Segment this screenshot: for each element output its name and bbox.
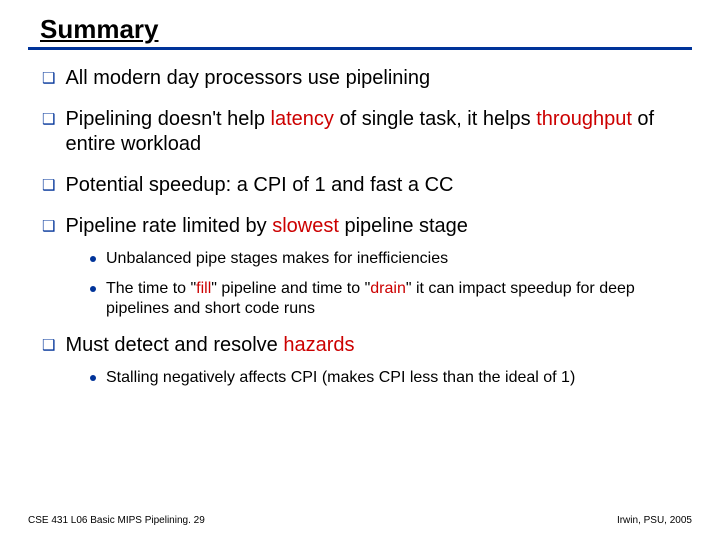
highlight-text: slowest bbox=[272, 215, 339, 237]
footer-left: CSE 431 L06 Basic MIPS Pipelining. 29 bbox=[28, 515, 205, 526]
bullet-item: ❑ Pipeline rate limited by slowest pipel… bbox=[42, 214, 692, 239]
sub-bullet-text: Unbalanced pipe stages makes for ineffic… bbox=[106, 249, 448, 269]
dot-bullet-icon bbox=[90, 286, 96, 292]
bullet-item: ❑ All modern day processors use pipelini… bbox=[42, 66, 692, 91]
sub-bullet-text: Stalling negatively affects CPI (makes C… bbox=[106, 368, 575, 388]
sub-bullet-item: Stalling negatively affects CPI (makes C… bbox=[90, 368, 692, 388]
highlight-text: drain bbox=[370, 280, 406, 297]
bullet-text: Must detect and resolve hazards bbox=[65, 333, 354, 358]
square-bullet-icon: ❑ bbox=[42, 218, 55, 237]
highlight-text: latency bbox=[271, 108, 334, 130]
slide-title: Summary bbox=[28, 14, 692, 45]
dot-bullet-icon bbox=[90, 256, 96, 262]
slide-content: ❑ All modern day processors use pipelini… bbox=[28, 66, 692, 388]
footer-right: Irwin, PSU, 2005 bbox=[617, 515, 692, 526]
highlight-text: throughput bbox=[536, 108, 632, 130]
sub-bullet-item: The time to "fill" pipeline and time to … bbox=[90, 279, 692, 319]
bullet-item: ❑ Pipelining doesn't help latency of sin… bbox=[42, 107, 692, 157]
square-bullet-icon: ❑ bbox=[42, 111, 55, 130]
square-bullet-icon: ❑ bbox=[42, 70, 55, 89]
slide-footer: CSE 431 L06 Basic MIPS Pipelining. 29 Ir… bbox=[28, 515, 692, 526]
square-bullet-icon: ❑ bbox=[42, 177, 55, 196]
slide: Summary ❑ All modern day processors use … bbox=[0, 0, 720, 388]
highlight-text: fill bbox=[196, 280, 211, 297]
highlight-text: hazards bbox=[283, 334, 354, 356]
sub-bullet-item: Unbalanced pipe stages makes for ineffic… bbox=[90, 249, 692, 269]
title-rule bbox=[28, 47, 692, 50]
bullet-text: Pipelining doesn't help latency of singl… bbox=[65, 107, 692, 157]
bullet-text: Potential speedup: a CPI of 1 and fast a… bbox=[65, 173, 453, 198]
bullet-text: Pipeline rate limited by slowest pipelin… bbox=[65, 214, 467, 239]
square-bullet-icon: ❑ bbox=[42, 337, 55, 356]
bullet-text: All modern day processors use pipelining bbox=[65, 66, 430, 91]
bullet-item: ❑ Must detect and resolve hazards bbox=[42, 333, 692, 358]
sub-list: Stalling negatively affects CPI (makes C… bbox=[42, 368, 692, 388]
sub-bullet-text: The time to "fill" pipeline and time to … bbox=[106, 279, 692, 319]
dot-bullet-icon bbox=[90, 375, 96, 381]
sub-list: Unbalanced pipe stages makes for ineffic… bbox=[42, 249, 692, 319]
bullet-item: ❑ Potential speedup: a CPI of 1 and fast… bbox=[42, 173, 692, 198]
